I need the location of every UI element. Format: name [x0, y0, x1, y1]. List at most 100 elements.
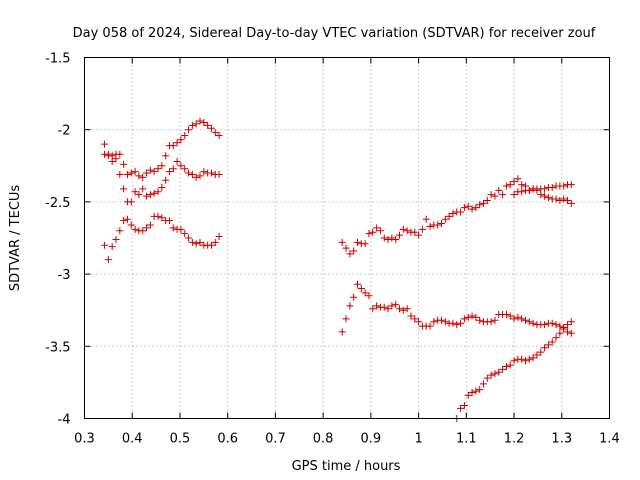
data-point: [154, 165, 162, 173]
data-point: [476, 386, 484, 394]
data-point: [522, 357, 529, 365]
data-point: [120, 160, 128, 168]
data-point: [533, 351, 541, 359]
data-point: [146, 191, 154, 199]
data-point: [441, 318, 449, 326]
data-point: [143, 224, 151, 232]
data-point: [192, 173, 200, 181]
data-point: [403, 227, 411, 235]
data-point: [529, 319, 537, 327]
data-point: [560, 182, 568, 190]
x-axis-label: GPS time / hours: [292, 459, 401, 474]
data-point: [108, 157, 116, 165]
data-point: [510, 178, 518, 186]
data-point: [399, 225, 407, 233]
data-point: [541, 344, 549, 352]
data-point: [567, 181, 575, 189]
x-tick-label: 0.3: [74, 432, 95, 447]
x-tick-label: 0.6: [217, 432, 238, 447]
data-point: [418, 225, 426, 233]
data-point: [112, 150, 120, 158]
data-point: [518, 181, 526, 189]
data-point: [407, 312, 415, 320]
data-point: [188, 170, 196, 178]
data-point: [165, 168, 173, 176]
data-point: [502, 182, 510, 190]
data-point: [185, 126, 193, 134]
data-point: [483, 374, 491, 382]
data-point: [434, 221, 442, 229]
data-point: [464, 313, 472, 321]
data-point: [506, 312, 514, 320]
data-point: [108, 243, 116, 251]
x-tick-label: 1.1: [456, 432, 477, 447]
data-point: [361, 240, 369, 248]
data-point: [127, 198, 135, 206]
data-point: [104, 256, 112, 264]
data-point: [491, 316, 499, 324]
data-point: [457, 404, 465, 412]
data-point: [445, 212, 453, 220]
data-point: [399, 306, 407, 314]
data-point: [192, 120, 200, 128]
y-tick-label: -4: [58, 413, 71, 428]
data-point: [525, 355, 533, 363]
data-point: [548, 338, 556, 346]
data-point: [468, 312, 476, 320]
data-point: [426, 322, 434, 330]
data-point: [162, 176, 170, 184]
data-point: [376, 227, 384, 235]
data-point: [380, 303, 388, 311]
data-point: [438, 220, 445, 228]
data-point: [506, 181, 514, 189]
data-point: [491, 370, 499, 378]
data-point: [131, 188, 139, 196]
data-point: [476, 201, 484, 209]
data-point: [564, 321, 571, 329]
data-point: [365, 292, 373, 300]
data-point: [357, 285, 365, 293]
data-point: [510, 315, 518, 323]
data-point: [453, 321, 461, 329]
data-point: [514, 313, 522, 321]
data-point: [112, 235, 120, 243]
data-point: [365, 230, 373, 238]
data-point: [338, 328, 346, 336]
data-point: [204, 121, 212, 129]
data-point: [495, 368, 503, 376]
data-point: [173, 139, 181, 147]
data-point: [150, 168, 158, 176]
data-points: [101, 117, 575, 422]
data-point: [411, 315, 419, 323]
data-point: [499, 191, 507, 199]
data-point: [139, 173, 147, 181]
data-point: [120, 217, 128, 225]
data-point: [346, 302, 354, 310]
data-point: [135, 191, 143, 199]
data-point: [146, 166, 154, 174]
data-point: [426, 222, 434, 230]
data-point: [480, 199, 487, 207]
data-point: [369, 305, 377, 313]
data-point: [468, 389, 476, 397]
data-point: [472, 387, 480, 395]
data-point: [552, 321, 560, 329]
data-point: [158, 162, 166, 170]
data-point: [139, 185, 147, 193]
x-tick-label: 1: [414, 432, 422, 447]
x-tick-label: 0.5: [170, 432, 191, 447]
data-point: [342, 244, 350, 252]
data-point: [548, 319, 556, 327]
y-tick-label: -1.5: [45, 52, 70, 67]
data-point: [457, 319, 465, 327]
x-tick-label: 0.4: [122, 432, 143, 447]
data-point: [135, 172, 143, 180]
x-tick-label: 0.8: [313, 432, 334, 447]
data-point: [131, 225, 139, 233]
data-point: [173, 157, 181, 165]
data-point: [449, 319, 457, 327]
data-point: [464, 391, 472, 399]
data-point: [457, 208, 465, 216]
data-point: [487, 191, 495, 199]
